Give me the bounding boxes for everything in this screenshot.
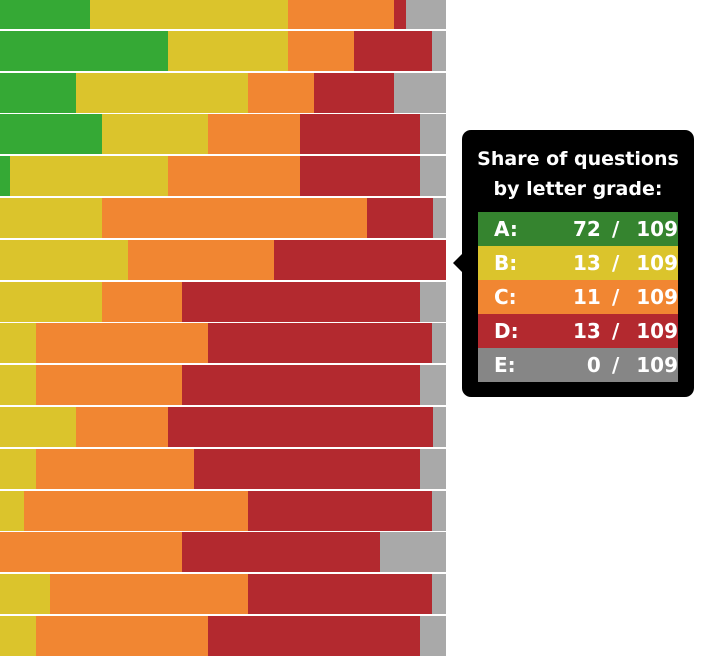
bar-4-segment-a[interactable]: [0, 114, 103, 155]
bar-1-segment-a[interactable]: [0, 0, 90, 29]
bar-15-segment-d[interactable]: [247, 574, 433, 615]
bar-7-segment-b[interactable]: [0, 239, 128, 280]
bar-11-segment-c[interactable]: [75, 407, 168, 447]
bar-15-segment-e[interactable]: [432, 574, 446, 615]
bar-13-segment-c[interactable]: [24, 490, 248, 531]
bar-2-segment-c[interactable]: [288, 30, 355, 71]
tooltip-count: 13: [573, 251, 601, 275]
tooltip-grade-label: B:: [494, 251, 518, 275]
bar-3-segment-e[interactable]: [393, 72, 446, 113]
bar-1-segment-c[interactable]: [287, 0, 394, 29]
tooltip-slash: /: [612, 217, 620, 241]
bar-15-segment-c[interactable]: [49, 574, 248, 615]
bar-1-segment-d[interactable]: [393, 0, 406, 29]
bar-10-segment-e[interactable]: [420, 365, 446, 406]
bar-6-segment-d[interactable]: [367, 198, 434, 238]
tooltip-count: 0: [586, 353, 601, 377]
bar-14-segment-c[interactable]: [0, 532, 182, 573]
bar-3-segment-a[interactable]: [0, 72, 76, 113]
bar-8-segment-c[interactable]: [102, 281, 182, 322]
grade-tooltip: Share of questions by letter grade: A: 72…: [462, 130, 694, 397]
bar-9-segment-b[interactable]: [0, 323, 37, 364]
bar-6-segment-b[interactable]: [0, 198, 103, 238]
bar-14-segment-d[interactable]: [181, 532, 380, 573]
tooltip-total: 109: [636, 319, 678, 343]
tooltip-total: 109: [636, 251, 678, 275]
bar-6-segment-e[interactable]: [433, 198, 446, 238]
stacked-bar-chart: [0, 0, 446, 656]
tooltip-count: 13: [573, 319, 601, 343]
tooltip-title-line-2: by letter grade:: [493, 178, 663, 200]
tooltip-total: 109: [636, 353, 678, 377]
bar-15-segment-b[interactable]: [0, 574, 50, 615]
bar-10-segment-b[interactable]: [0, 365, 37, 406]
bar-2-segment-d[interactable]: [354, 30, 433, 71]
tooltip-title: Share of questions by letter grade:: [462, 144, 694, 204]
tooltip-grade-label: D:: [494, 319, 519, 343]
bar-5-segment-a[interactable]: [0, 156, 10, 197]
bar-5-segment-d[interactable]: [300, 156, 421, 197]
bar-9-segment-d[interactable]: [208, 323, 433, 364]
bar-8-segment-d[interactable]: [181, 281, 421, 322]
bar-2-segment-e[interactable]: [432, 30, 446, 71]
bar-7-segment-d[interactable]: [273, 239, 446, 280]
bar-16-segment-e[interactable]: [420, 616, 446, 656]
bar-5-segment-e[interactable]: [420, 156, 446, 197]
tooltip-grade-label: C:: [494, 285, 517, 309]
tooltip-grade-label: A:: [494, 217, 518, 241]
tooltip-row-e: E: 0 / 109: [478, 348, 678, 382]
tooltip-slash: /: [612, 285, 620, 309]
bar-9-segment-c[interactable]: [36, 323, 209, 364]
bar-16-segment-c[interactable]: [36, 616, 209, 656]
bar-13-segment-e[interactable]: [432, 490, 446, 531]
bar-3-segment-c[interactable]: [247, 72, 314, 113]
bar-2-segment-b[interactable]: [168, 30, 289, 71]
bar-4-segment-d[interactable]: [300, 114, 421, 155]
bar-12-segment-e[interactable]: [420, 448, 446, 489]
bar-8-segment-b[interactable]: [0, 281, 103, 322]
bar-5-segment-b[interactable]: [9, 156, 168, 197]
tooltip-grade-table: A: 72 / 109 B: 13 / 109 C: 11 / 109 D: 13 / 109 E: 0 / 109: [478, 212, 678, 382]
tooltip-grade-label: E:: [494, 353, 516, 377]
bar-12-segment-b[interactable]: [0, 448, 37, 489]
bar-12-segment-d[interactable]: [194, 448, 421, 489]
bar-3-segment-b[interactable]: [75, 72, 248, 113]
tooltip-slash: /: [612, 353, 620, 377]
bar-12-segment-c[interactable]: [36, 448, 194, 489]
bar-3-segment-d[interactable]: [313, 72, 394, 113]
tooltip-count: 11: [573, 285, 601, 309]
tooltip-row-d: D: 13 / 109: [478, 314, 678, 348]
bar-2-segment-a[interactable]: [0, 30, 169, 71]
bar-4-segment-e[interactable]: [420, 114, 446, 155]
tooltip-title-line-1: Share of questions: [477, 148, 679, 170]
bar-16-segment-d[interactable]: [208, 616, 421, 656]
tooltip-total: 109: [636, 285, 678, 309]
bar-10-segment-d[interactable]: [181, 365, 421, 406]
tooltip-row-b: B: 13 / 109: [478, 246, 678, 280]
bar-1-segment-b[interactable]: [90, 0, 288, 29]
bar-11-segment-d[interactable]: [167, 407, 433, 447]
bar-13-segment-d[interactable]: [247, 490, 433, 531]
bar-4-segment-b[interactable]: [102, 114, 209, 155]
tooltip-arrow: [453, 253, 463, 273]
tooltip-row-a: A: 72 / 109: [478, 212, 678, 246]
bar-10-segment-c[interactable]: [36, 365, 182, 406]
bar-4-segment-c[interactable]: [208, 114, 301, 155]
bar-7-segment-c[interactable]: [128, 239, 274, 280]
bar-1-segment-e[interactable]: [405, 0, 446, 29]
tooltip-count: 72: [573, 217, 601, 241]
tooltip-slash: /: [612, 319, 620, 343]
bar-8-segment-e[interactable]: [420, 281, 446, 322]
tooltip-slash: /: [612, 251, 620, 275]
bar-11-segment-b[interactable]: [0, 407, 76, 447]
bar-5-segment-c[interactable]: [167, 156, 300, 197]
bar-16-segment-b[interactable]: [0, 616, 37, 656]
bar-6-segment-c[interactable]: [102, 198, 368, 238]
tooltip-total: 109: [636, 217, 678, 241]
tooltip-row-c: C: 11 / 109: [478, 280, 678, 314]
bar-13-segment-b[interactable]: [0, 490, 25, 531]
bar-14-segment-e[interactable]: [379, 532, 446, 573]
bar-11-segment-e[interactable]: [432, 407, 446, 447]
bar-9-segment-e[interactable]: [432, 323, 446, 364]
